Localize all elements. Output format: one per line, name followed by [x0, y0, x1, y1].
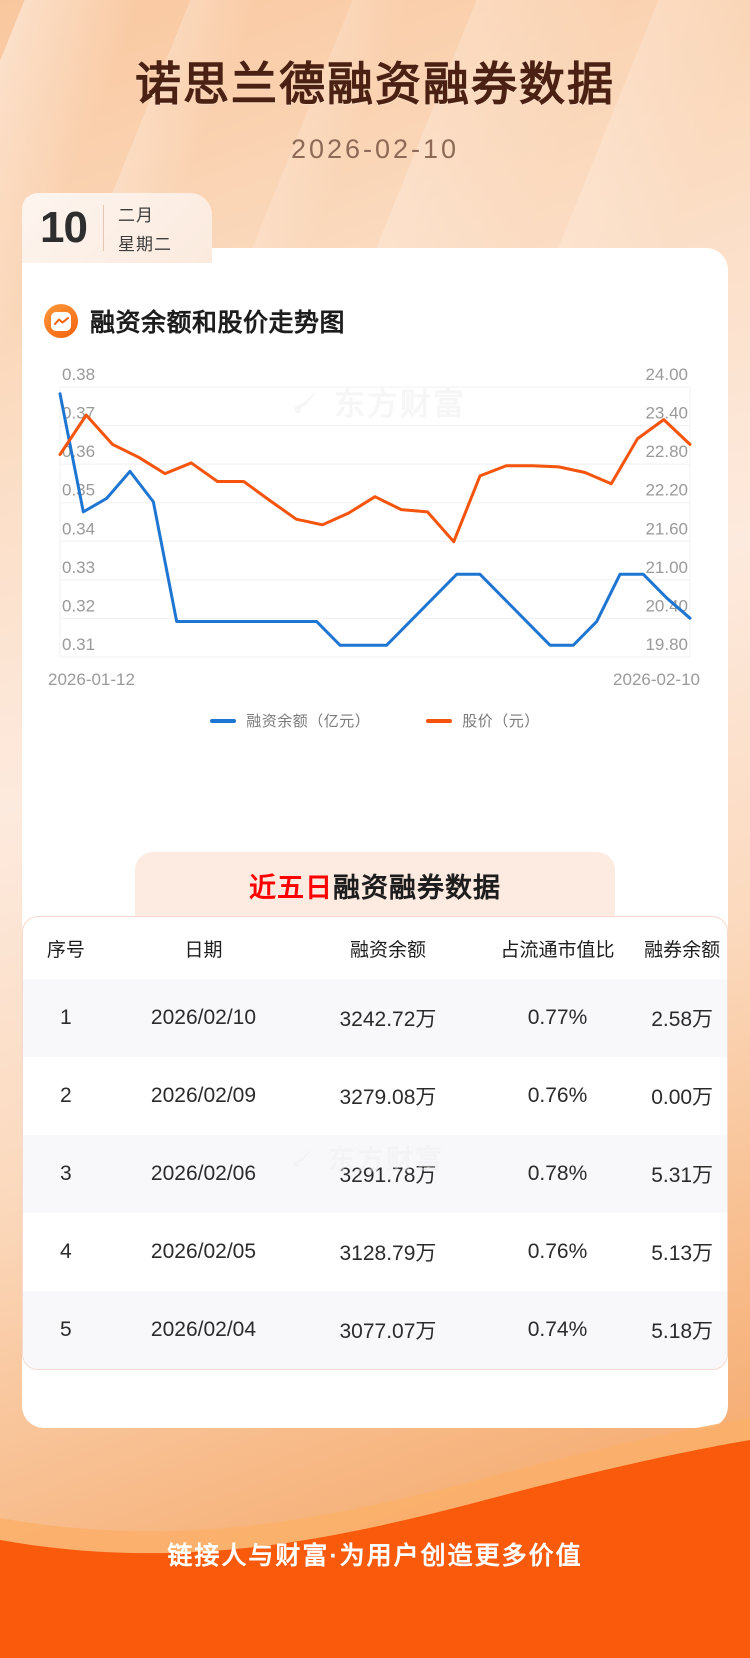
legend-item-price: 股价（元）: [426, 710, 540, 731]
cell-short: 5.13万: [651, 1242, 714, 1265]
column-header-date: 日期: [184, 939, 223, 961]
chart-section-title: 融资余额和股价走势图: [90, 309, 346, 337]
poster-footer: 链接人与财富·为用户创造更多价值: [0, 1400, 750, 1658]
cell-no: 4: [60, 1240, 72, 1263]
svg-text:0.34: 0.34: [62, 519, 95, 538]
cell-short: 5.18万: [651, 1320, 714, 1343]
zigzag-line-icon: [53, 316, 69, 325]
cell-no: 3: [60, 1162, 72, 1185]
cell-no: 5: [60, 1318, 72, 1341]
svg-text:21.60: 21.60: [645, 519, 688, 538]
page-subtitle-date: 2026-02-10: [290, 134, 460, 164]
cell-ratio: 0.76%: [527, 1240, 588, 1263]
page-title: 诺思兰德融资融券数据: [135, 58, 615, 110]
table-banner-title: 近五日融资融券数据: [249, 866, 501, 905]
cell-date: 2026/02/05: [150, 1240, 257, 1263]
svg-text:22.20: 22.20: [645, 481, 688, 500]
chart-card: 融资余额和股价走势图 东方财富 0.38 24.00 0.37 23.40 0.36 22…: [22, 263, 728, 833]
svg-text:2026-02-10: 2026-02-10: [613, 670, 700, 689]
legend-item-balance: 融资余额（亿元）: [210, 710, 370, 731]
date-month-weekday: 二月 星期二: [118, 201, 172, 255]
cell-balance: 3242.72万: [339, 1008, 437, 1031]
table-banner-highlight: 近五日: [249, 872, 333, 903]
cell-ratio: 0.74%: [527, 1318, 588, 1341]
svg-text:22.80: 22.80: [645, 442, 688, 461]
legend-swatch-balance: [210, 718, 237, 723]
chart-section-header: 融资余额和股价走势图: [22, 263, 728, 339]
cell-ratio: 0.78%: [527, 1162, 588, 1185]
trend-chart-icon: [44, 304, 78, 338]
svg-text:19.80: 19.80: [645, 635, 688, 654]
svg-text:20.40: 20.40: [645, 596, 688, 615]
date-divider: [102, 205, 104, 251]
table-row: 4 2026/02/05 3128.79万 0.76% 5.13万: [23, 1213, 727, 1291]
column-header-ratio: 占流通市值比: [500, 939, 615, 961]
legend-label-balance: 融资余额（亿元）: [246, 713, 371, 730]
cell-ratio: 0.76%: [527, 1084, 588, 1107]
table-banner: 近五日融资融券数据: [135, 852, 615, 918]
footer-slogan: 链接人与财富·为用户创造更多价值: [167, 1542, 583, 1570]
cell-balance: 3291.78万: [339, 1164, 437, 1187]
date-chip: 10 二月 星期二: [22, 193, 212, 263]
svg-text:0.38: 0.38: [62, 365, 95, 384]
date-day: 10: [40, 203, 88, 252]
legend-swatch-price: [426, 718, 453, 723]
cell-date: 2026/02/09: [150, 1084, 257, 1107]
column-header-balance: 融资余额: [349, 939, 426, 961]
column-header-no: 序号: [46, 939, 85, 961]
cell-balance: 3128.79万: [339, 1242, 437, 1265]
table-row: 5 2026/02/04 3077.07万 0.74% 5.18万: [23, 1291, 727, 1369]
cell-no: 1: [60, 1006, 72, 1029]
footer-wave: [0, 1418, 750, 1658]
line-chart: 东方财富 0.38 24.00 0.37 23.40 0.36 22.80 0.35 22.2…: [22, 365, 728, 785]
table-row: 1 2026/02/10 3242.72万 0.77% 2.58万: [23, 979, 727, 1057]
cell-date: 2026/02/06: [150, 1162, 257, 1185]
cell-date: 2026/02/04: [150, 1318, 257, 1341]
svg-text:0.31: 0.31: [62, 635, 95, 654]
table-banner-rest: 融资融券数据: [333, 872, 501, 903]
chart-plot-area: 0.38 24.000.37 23.400.36 22.800.35 22.200.34…: [48, 365, 700, 689]
cell-date: 2026/02/10: [150, 1006, 257, 1029]
table-section: 近五日融资融券数据 东方财富 序号 日期 融资余额 占流通市值比 融券余额 1 …: [22, 852, 728, 1370]
margin-trading-table: 序号 日期 融资余额 占流通市值比 融券余额 1 2026/02/10 3242…: [22, 916, 728, 1370]
chart-legend: 融资余额（亿元） 股价（元）: [22, 710, 728, 731]
cell-short: 5.31万: [651, 1164, 714, 1187]
cell-balance: 3279.08万: [339, 1086, 437, 1109]
table-row: 2 2026/02/09 3279.08万 0.76% 0.00万: [23, 1057, 727, 1135]
legend-label-price: 股价（元）: [462, 713, 540, 730]
svg-text:24.00: 24.00: [645, 365, 688, 384]
date-month: 二月: [117, 206, 154, 225]
table-header-row: 序号 日期 融资余额 占流通市值比 融券余额: [23, 917, 727, 979]
cell-no: 2: [60, 1084, 72, 1107]
svg-text:0.33: 0.33: [62, 558, 95, 577]
svg-text:23.40: 23.40: [645, 404, 688, 423]
cell-short: 2.58万: [651, 1008, 714, 1031]
poster-header: 诺思兰德融资融券数据 2026-02-10: [0, 0, 750, 185]
cell-balance: 3077.07万: [339, 1320, 437, 1343]
date-weekday: 星期二: [117, 235, 172, 254]
svg-text:2026-01-12: 2026-01-12: [48, 670, 135, 689]
column-header-short: 融券余额: [644, 939, 721, 961]
cell-short: 0.00万: [651, 1086, 714, 1109]
svg-text:0.32: 0.32: [62, 596, 95, 615]
table-row: 3 2026/02/06 3291.78万 0.78% 5.31万: [23, 1135, 727, 1213]
cell-ratio: 0.77%: [527, 1006, 588, 1029]
svg-text:21.00: 21.00: [645, 558, 688, 577]
